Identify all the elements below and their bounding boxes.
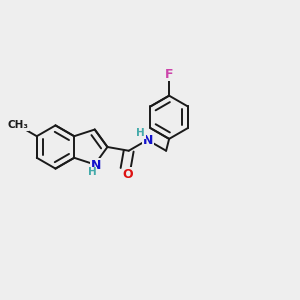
Text: CH₃: CH₃: [8, 120, 29, 130]
Text: H: H: [136, 128, 145, 138]
Text: H: H: [88, 167, 97, 177]
Text: O: O: [123, 168, 133, 181]
Text: N: N: [143, 134, 153, 147]
Text: N: N: [91, 159, 101, 172]
Text: F: F: [165, 68, 173, 81]
